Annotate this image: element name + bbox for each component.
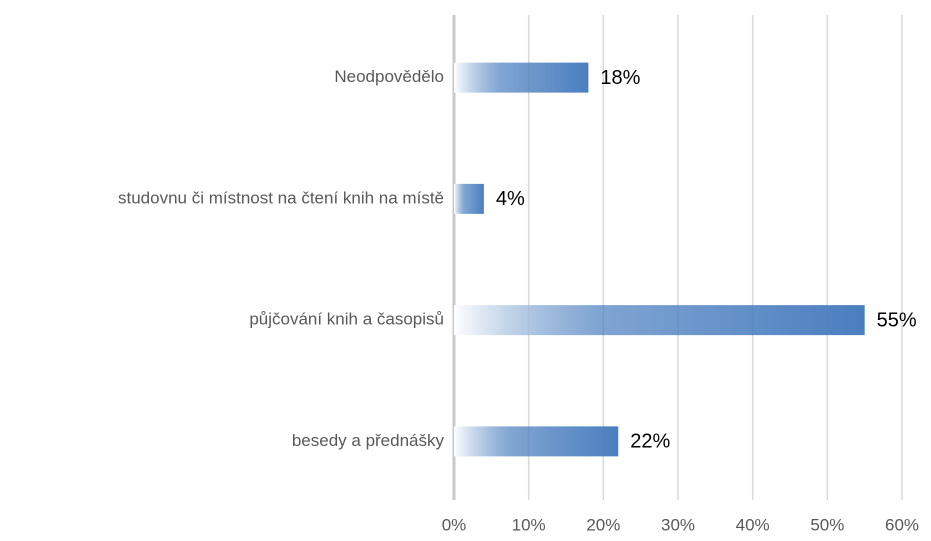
x-tick-label: 20% xyxy=(586,515,620,534)
x-tick-label: 30% xyxy=(661,515,695,534)
x-tick-label: 40% xyxy=(736,515,770,534)
x-tick-label: 50% xyxy=(810,515,844,534)
x-tick-label: 60% xyxy=(885,515,919,534)
x-tick-label: 10% xyxy=(512,515,546,534)
data-label: 55% xyxy=(877,309,917,331)
bar xyxy=(454,305,865,336)
y-tick-label: studovnu či místnost na čtení knih na mí… xyxy=(118,188,444,207)
x-tick-label: 0% xyxy=(442,515,467,534)
y-tick-label: Neodpovědělo xyxy=(334,67,444,86)
data-label: 4% xyxy=(496,188,525,210)
bar xyxy=(454,62,589,93)
y-tick-label: besedy a přednášky xyxy=(292,431,445,450)
data-label: 18% xyxy=(600,67,640,89)
data-label: 22% xyxy=(630,431,670,453)
y-tick-label: půjčování knih a časopisů xyxy=(249,310,444,329)
bar xyxy=(454,183,484,214)
bar xyxy=(454,426,619,457)
